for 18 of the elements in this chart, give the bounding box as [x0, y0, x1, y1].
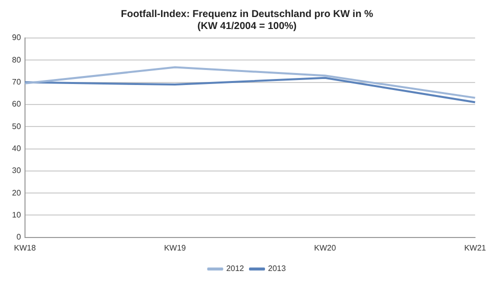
x-tick-label: KW18 — [14, 243, 36, 252]
y-tick-label: 20 — [12, 188, 22, 198]
text: (KW 41/2004 = 100%) — [197, 20, 297, 32]
text: Footfall-Index: Frequenz in Deutschland pro KW in % — [120, 8, 374, 20]
y-tick-label: 90 — [12, 33, 22, 42]
x-tick-label: KW19 — [164, 243, 186, 252]
y-tick-label: 0 — [16, 232, 22, 242]
y-tick-label: 40 — [12, 144, 22, 153]
legend-label: 2013 — [268, 264, 286, 274]
y-tick-label: 50 — [12, 122, 22, 131]
y-tick-label: 70 — [12, 78, 22, 87]
x-tick-label: KW21 — [464, 243, 487, 252]
y-tick-label: 30 — [12, 166, 22, 176]
legend-label: 2012 — [226, 264, 245, 274]
y-tick-label: 60 — [12, 100, 22, 109]
x-tick-label: KW20 — [314, 243, 336, 252]
y-tick-label: 10 — [12, 210, 22, 220]
y-tick-label: 80 — [12, 55, 22, 64]
